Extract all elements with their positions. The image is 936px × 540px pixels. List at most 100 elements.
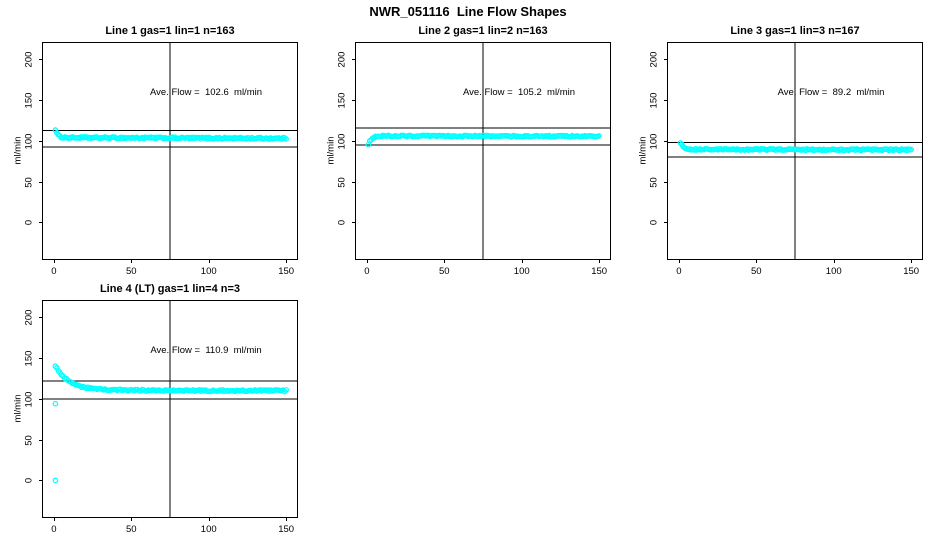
x-tick-mark — [53, 517, 55, 521]
flow-data-point — [596, 133, 602, 139]
x-tick-mark — [833, 259, 835, 263]
x-tick-label: 150 — [278, 524, 295, 535]
y-tick-mark — [664, 100, 668, 102]
y-tick-label: 100 — [23, 391, 35, 408]
y-tick-label: 0 — [336, 220, 348, 226]
ave-flow-annotation: Ave. Flow = 105.2 ml/min — [462, 87, 576, 98]
x-tick-mark — [366, 259, 368, 263]
y-tick-label: 100 — [23, 133, 35, 150]
y-tick-mark — [664, 59, 668, 61]
x-tick-mark — [208, 259, 210, 263]
y-tick-mark — [39, 480, 43, 482]
panel-line1-flow-plot: Line 1 gas=1 lin=1 n=163 ml/min Ave. Flo… — [13, 25, 298, 277]
y-axis-label: ml/min — [12, 136, 24, 165]
scatter-canvas — [668, 43, 922, 259]
y-tick-mark — [39, 222, 43, 224]
x-tick-label: 0 — [51, 524, 57, 535]
x-tick-mark — [599, 259, 601, 263]
ave-flow-annotation: Ave. Flow = 89.2 ml/min — [777, 87, 885, 98]
x-tick-mark — [911, 259, 913, 263]
x-tick-mark — [286, 517, 288, 521]
scatter-canvas — [43, 301, 297, 517]
y-tick-label: 50 — [648, 176, 660, 188]
panel-line2-flow-plot: Line 2 gas=1 lin=2 n=163 ml/min Ave. Flo… — [326, 25, 611, 277]
y-tick-label: 150 — [23, 350, 35, 367]
x-tick-label: 50 — [125, 524, 137, 535]
x-tick-label: 50 — [750, 266, 762, 277]
y-tick-label: 200 — [336, 51, 348, 68]
y-tick-label: 0 — [648, 220, 660, 226]
x-tick-mark — [521, 259, 523, 263]
flow-outlier-point — [52, 477, 59, 484]
y-tick-label: 150 — [648, 92, 660, 109]
y-tick-mark — [664, 222, 668, 224]
y-tick-mark — [352, 59, 356, 61]
panel-title: Line 1 gas=1 lin=1 n=163 — [105, 25, 235, 37]
panel-title: Line 4 (LT) gas=1 lin=4 n=3 — [99, 283, 241, 295]
y-tick-mark — [352, 140, 356, 142]
y-tick-mark — [664, 181, 668, 183]
y-tick-label: 100 — [648, 133, 660, 150]
x-tick-mark — [756, 259, 758, 263]
flow-data-point — [283, 136, 289, 142]
panel-line4-flow-plot: Line 4 (LT) gas=1 lin=4 n=3 ml/min Ave. … — [13, 283, 298, 535]
scatter-canvas — [43, 43, 297, 259]
x-tick-label: 50 — [125, 266, 137, 277]
y-tick-label: 50 — [336, 176, 348, 188]
y-tick-mark — [39, 100, 43, 102]
x-tick-label: 100 — [825, 266, 842, 277]
x-tick-mark — [208, 517, 210, 521]
panel-line3-flow-plot: Line 3 gas=1 lin=3 n=167 ml/min Ave. Flo… — [638, 25, 923, 277]
y-tick-mark — [352, 100, 356, 102]
y-tick-label: 150 — [336, 92, 348, 109]
y-tick-mark — [39, 358, 43, 360]
x-tick-label: 150 — [903, 266, 920, 277]
scatter-canvas — [356, 43, 610, 259]
flow-data-point — [908, 146, 914, 153]
y-tick-label: 50 — [23, 176, 35, 188]
x-tick-label: 100 — [200, 266, 217, 277]
y-tick-label: 200 — [23, 309, 35, 326]
figure-title: NWR_051116 Line Flow Shapes — [369, 4, 567, 19]
x-tick-label: 0 — [364, 266, 370, 277]
y-tick-mark — [39, 398, 43, 400]
flow-outlier-point — [52, 400, 59, 407]
x-tick-label: 100 — [513, 266, 530, 277]
panel-title: Line 2 gas=1 lin=2 n=163 — [418, 25, 548, 37]
y-tick-mark — [39, 59, 43, 61]
ave-flow-annotation: Ave. Flow = 102.6 ml/min — [149, 87, 263, 98]
x-tick-label: 100 — [200, 524, 217, 535]
ave-flow-annotation: Ave. Flow = 110.9 ml/min — [150, 345, 262, 356]
x-tick-mark — [131, 259, 133, 263]
y-tick-mark — [39, 317, 43, 319]
y-tick-mark — [664, 140, 668, 142]
y-tick-label: 0 — [23, 220, 35, 226]
x-tick-mark — [131, 517, 133, 521]
y-axis-label: ml/min — [12, 394, 24, 423]
y-tick-mark — [39, 181, 43, 183]
x-tick-label: 0 — [51, 266, 57, 277]
y-tick-label: 100 — [336, 133, 348, 150]
y-tick-label: 200 — [23, 51, 35, 68]
y-axis-label: ml/min — [637, 136, 649, 165]
y-tick-mark — [39, 439, 43, 441]
y-tick-mark — [352, 222, 356, 224]
y-tick-mark — [39, 140, 43, 142]
x-tick-mark — [444, 259, 446, 263]
x-tick-label: 150 — [278, 266, 295, 277]
flow-data-point — [677, 140, 684, 146]
y-tick-label: 150 — [23, 92, 35, 109]
x-tick-label: 0 — [676, 266, 682, 277]
y-axis-label: ml/min — [325, 136, 337, 165]
y-tick-label: 200 — [648, 51, 660, 68]
y-tick-label: 0 — [23, 478, 35, 484]
flow-data-point — [283, 387, 289, 393]
y-tick-label: 50 — [23, 434, 35, 446]
x-tick-label: 150 — [591, 266, 608, 277]
x-tick-mark — [286, 259, 288, 263]
x-tick-mark — [678, 259, 680, 263]
flow-data-point — [52, 127, 59, 133]
x-tick-mark — [53, 259, 55, 263]
y-tick-mark — [352, 181, 356, 183]
